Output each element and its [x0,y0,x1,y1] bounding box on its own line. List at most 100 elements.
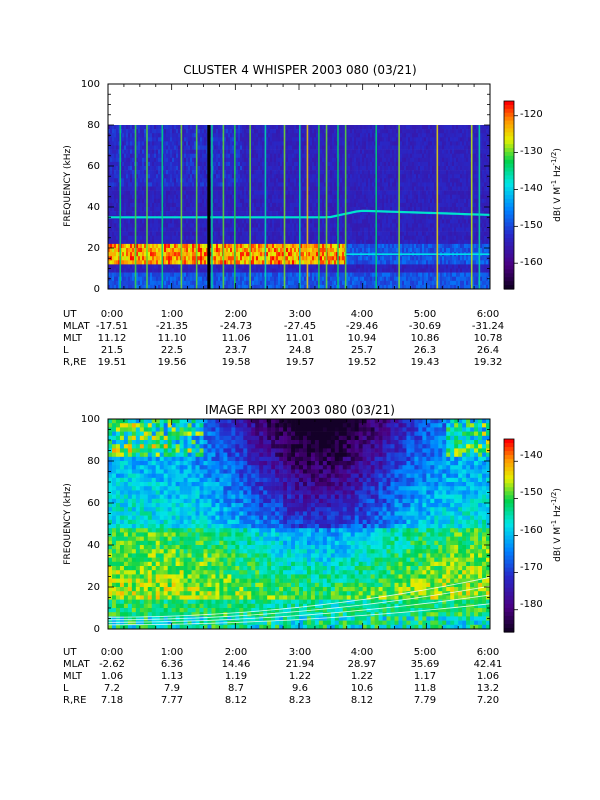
spectrogram-cell [232,276,235,282]
spectrogram-cell [232,170,235,175]
spectrogram-cell [288,157,291,163]
spectrogram-cell [220,125,223,130]
spectrogram-cell [278,248,281,253]
spectrogram-cell [322,235,325,241]
spectrogram-cell [182,284,185,290]
spectrogram-cell [126,243,129,249]
spectrogram-cell [332,235,335,241]
spectrogram-cell [304,166,307,171]
spectrogram-cell [224,252,227,257]
spectrogram-cell [268,202,271,208]
spectrogram-cell [130,178,133,183]
spectrogram-cell [356,145,359,150]
spectrogram-cell [188,198,191,204]
spectrogram-cell [288,252,291,257]
spectrogram-cell [198,243,201,249]
spectrogram-cell [248,194,251,200]
spectrogram-cell [170,264,173,269]
spectrogram-cell [152,194,155,200]
spectrogram-cell [228,182,231,187]
spectrogram-cell [232,149,235,154]
spectrogram-cell [164,235,167,241]
spectrogram-cell [112,178,115,183]
spectrogram-cell [288,141,291,146]
spectrogram-cell [108,284,111,290]
spectrogram-cell [266,276,269,282]
spectrogram-cell [158,133,161,138]
spectrogram-cell [122,170,125,175]
spectrogram-cell [272,252,275,257]
spectrogram-cell [312,170,315,175]
spectrogram-cell [334,211,337,216]
spectrogram-cell [310,141,313,146]
spectrogram-cell [194,170,197,175]
spectrogram-cell [278,190,281,195]
spectrogram-cell [204,207,207,212]
spectrogram-cell [202,272,205,277]
spectrogram-cell [270,194,273,200]
spectrogram-cell [142,248,145,253]
spectrogram-cell [186,125,189,130]
spectrogram-cell [252,149,255,154]
spectrogram-cell [200,248,203,253]
spectrogram-cell [300,268,303,273]
spectrogram-cell [304,141,307,146]
spectrogram-cell [342,174,345,179]
spectrogram-cell [218,264,221,269]
spectrogram-cell [300,207,303,212]
spectrogram-cell [118,284,121,290]
spectrogram-cell [254,145,257,150]
spectrogram-cell [166,170,169,175]
spectrogram-cell [128,186,131,191]
spectrogram-cell [122,272,125,277]
spectrogram-cell [288,211,291,216]
spectrogram-cell [202,248,205,253]
spectrogram-cell [348,198,351,204]
spectrogram-cell [354,149,357,154]
spectrogram-cell [348,268,351,273]
spectrogram-cell [346,215,349,220]
spectrogram-cell [176,207,179,212]
spectrogram-cell [178,227,181,232]
spectrogram-cell [236,235,239,241]
spectrogram-cell [220,276,223,282]
spectrogram-cell [258,284,261,290]
spectrogram-cell [312,129,315,134]
spectrogram-cell [230,198,233,204]
spectrogram-cell [212,190,215,195]
spectrogram-cell [148,223,151,228]
spectrogram-cell [168,256,171,261]
spectrogram-cell [260,174,263,179]
spectrogram-cell [158,231,161,236]
spectrogram-cell [228,252,231,257]
spectrogram-cell [236,182,239,187]
spectrogram-cell [214,190,217,195]
spectrogram-cell [218,141,221,146]
spectrogram-cell [352,272,355,277]
spectrogram-cell [144,202,147,208]
spectrogram-cell [152,243,155,249]
spectrogram-cell [110,219,113,224]
spectrogram-cell [198,223,201,228]
spectrogram-cell [338,272,341,277]
spectrogram-cell [330,260,333,265]
spectrogram-cell [256,231,259,236]
spectrogram-cell [230,272,233,277]
spectrogram-cell [246,264,249,269]
spectrogram-cell [346,129,349,134]
spectrogram-cell [338,133,341,138]
spectrogram-cell [304,129,307,134]
spectrogram-cell [250,248,253,253]
spectrogram-cell [162,133,165,138]
spectrogram-cell [230,157,233,163]
spectrogram-cell [270,153,273,159]
spectrogram-cell [340,219,343,224]
spectrogram-cell [276,248,279,253]
spectrogram-cell [170,161,173,167]
spectrogram-cell [126,207,129,212]
spectrogram-cell [248,157,251,163]
spectrogram-cell [328,149,331,154]
spectrogram-cell [190,207,193,212]
spectrogram-cell [302,252,305,257]
spectrogram-cell [132,157,135,163]
